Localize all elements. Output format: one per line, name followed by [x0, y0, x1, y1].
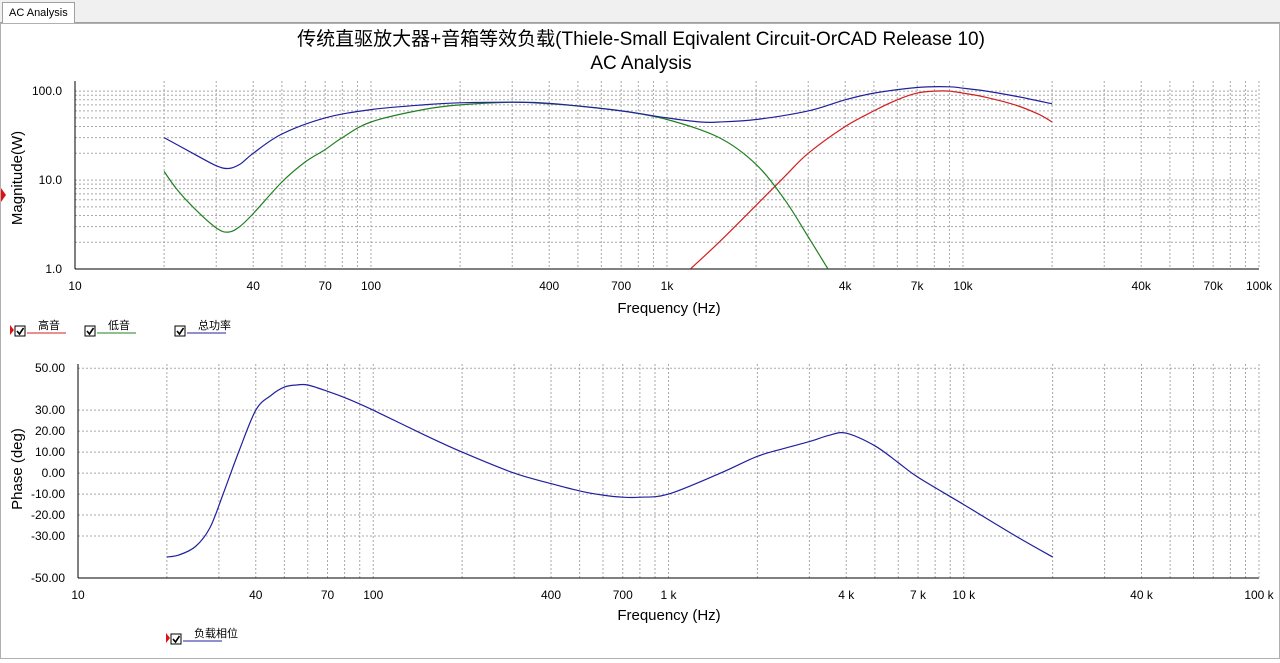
legend-label: 负载相位: [194, 626, 238, 640]
magnitude-tick-labels: 10 40 70 100 400 700 1k 4k 7k 10k 40k 70k 100k 1.0 10.…: [32, 84, 1273, 293]
chart-title-line1: 传统直驱放大器+音箱等效负载(Thiele-Small Eqivalent Ci…: [297, 28, 985, 50]
x-tick-label: 400: [539, 279, 559, 293]
plot-window: 传统直驱放大器+音箱等效负载(Thiele-Small Eqivalent Ci…: [0, 23, 1280, 659]
x-tick-label: 70k: [1203, 279, 1223, 293]
x-tick-label: 400: [541, 588, 561, 602]
x-tick-label: 100: [361, 279, 381, 293]
phase-legend: 负载相位: [166, 626, 238, 645]
magnitude-y-axis-label: Magnitude(W): [9, 131, 26, 225]
marker-arrow-icon: [1, 188, 6, 202]
series-line-0-2: [163, 86, 1053, 170]
marker-arrow-icon: [166, 633, 170, 643]
x-tick-label: 10: [71, 588, 85, 602]
magnitude-series: [163, 86, 1053, 269]
phase-gridlines: [77, 364, 1260, 579]
phase-tick-labels: 10 40 70 100 400 700 1 k 4 k 7 k 10 k 40 k 100 k 50.…: [31, 361, 1275, 602]
tab-bar: AC Analysis: [0, 0, 1280, 23]
phase-y-axis-label: Phase (deg): [9, 428, 26, 510]
phase-x-axis-label: Frequency (Hz): [617, 607, 720, 624]
x-tick-label: 10: [68, 279, 82, 293]
y-tick-label: -10.00: [31, 487, 65, 501]
y-tick-label: 10.00: [35, 445, 65, 459]
y-tick-label: 1.0: [45, 262, 62, 276]
x-tick-label: 40: [249, 588, 263, 602]
x-tick-label: 100k: [1246, 279, 1273, 293]
legend-label: 总功率: [198, 318, 231, 332]
marker-arrow-icon: [10, 325, 14, 335]
x-tick-label: 4 k: [838, 588, 855, 602]
x-tick-label: 1 k: [660, 588, 677, 602]
check-icon: [86, 327, 95, 336]
y-tick-label: -20.00: [31, 508, 65, 522]
x-tick-label: 7k: [911, 279, 925, 293]
legend-checkbox[interactable]: [174, 325, 186, 337]
x-tick-label: 40k: [1132, 279, 1152, 293]
chart-title-line2: AC Analysis: [590, 53, 691, 74]
magnitude-x-axis-label: Frequency (Hz): [617, 300, 720, 317]
legend-label: 低音: [108, 318, 130, 332]
legend-checkbox[interactable]: [14, 325, 26, 337]
tab-ac-analysis[interactable]: AC Analysis: [2, 2, 75, 23]
x-tick-label: 70: [321, 588, 335, 602]
y-tick-label: -50.00: [31, 571, 65, 585]
check-icon: [16, 327, 25, 336]
series-line-0-0: [689, 90, 1053, 269]
check-icon: [176, 327, 185, 336]
phase-chart: 10 40 70 100 400 700 1 k 4 k 7 k 10 k 40 k 100 k 50.…: [9, 361, 1275, 645]
x-tick-label: 700: [613, 588, 633, 602]
magnitude-gridlines: [74, 81, 1260, 270]
x-tick-label: 4k: [839, 279, 853, 293]
x-tick-label: 700: [611, 279, 631, 293]
series-line-0-1: [163, 101, 829, 269]
x-tick-label: 40: [247, 279, 261, 293]
x-tick-label: 100 k: [1244, 588, 1274, 602]
x-tick-label: 10 k: [952, 588, 976, 602]
x-tick-label: 10k: [953, 279, 973, 293]
phase-series: [166, 383, 1053, 558]
x-tick-label: 7 k: [910, 588, 927, 602]
y-tick-label: 100.0: [32, 84, 62, 98]
check-icon: [172, 635, 181, 644]
magnitude-legend: 高音 低音 总功率: [10, 318, 231, 337]
y-tick-label: 10.0: [39, 173, 63, 187]
legend-checkbox[interactable]: [84, 325, 96, 337]
magnitude-chart: 10 40 70 100 400 700 1k 4k 7k 10k 40k 70k 100k 1.0 10.…: [1, 81, 1273, 337]
legend-checkbox[interactable]: [170, 633, 182, 645]
x-tick-label: 1k: [661, 279, 675, 293]
y-tick-label: 30.00: [35, 403, 65, 417]
x-tick-label: 70: [318, 279, 332, 293]
x-tick-label: 40 k: [1130, 588, 1154, 602]
series-line-1-0: [166, 383, 1053, 558]
y-tick-label: -30.00: [31, 529, 65, 543]
y-tick-label: 0.00: [42, 466, 66, 480]
y-tick-label: 50.00: [35, 361, 65, 375]
y-tick-label: 20.00: [35, 424, 65, 438]
ac-analysis-plot: 传统直驱放大器+音箱等效负载(Thiele-Small Eqivalent Ci…: [1, 28, 1275, 645]
legend-label: 高音: [38, 318, 60, 332]
x-tick-label: 100: [363, 588, 383, 602]
